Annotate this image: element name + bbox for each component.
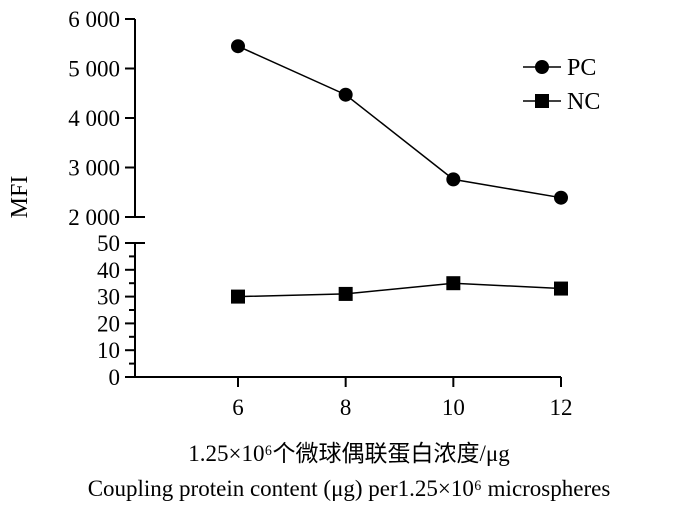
data-point-pc [231, 39, 245, 54]
data-point-pc [446, 172, 461, 187]
legend: PC NC [523, 55, 600, 115]
y-tick-label-lower: 30 [97, 285, 120, 310]
legend-marker-circle [535, 60, 549, 74]
y-tick-label-upper: 5 000 [68, 57, 120, 82]
legend-marker-square [535, 94, 549, 108]
x-tick-label: 6 [232, 395, 244, 420]
data-point-nc [338, 286, 353, 301]
legend-label: NC [567, 89, 600, 115]
y-tick-label-lower: 50 [97, 231, 120, 256]
x-tick-label: 12 [550, 395, 573, 420]
series-pc [231, 39, 568, 205]
y-tick-label-lower: 0 [109, 365, 121, 390]
y-axis-title: MFI [7, 176, 33, 219]
x-axis-title-chinese: 1.25×10⁶个微球偶联蛋白浓度/μg [188, 441, 510, 466]
data-point-nc [446, 276, 461, 291]
series-layer [231, 39, 568, 304]
data-point-nc [554, 281, 568, 296]
series-nc [231, 276, 568, 304]
y-tick-label-upper: 2 000 [68, 205, 120, 230]
x-axis-title-english: Coupling protein content (μg) per1.25×10… [88, 476, 611, 501]
y-tick-label-lower: 40 [97, 258, 120, 283]
legend-item-nc: NC [523, 89, 600, 115]
series-line-pc [237, 45, 562, 199]
data-point-nc [231, 289, 245, 304]
x-tick-label: 10 [442, 395, 465, 420]
y-tick-label-upper: 3 000 [68, 156, 120, 181]
x-tick-label: 8 [340, 395, 352, 420]
legend-label: PC [567, 55, 596, 81]
y-tick-label-upper: 4 000 [68, 106, 120, 131]
data-point-pc [554, 190, 568, 205]
series-line-nc [237, 282, 562, 298]
axes-layer [125, 19, 561, 378]
y-tick-label-lower: 10 [97, 338, 120, 363]
y-tick-label-upper: 6 000 [68, 7, 120, 32]
y-tick-label-lower: 20 [97, 311, 120, 336]
data-point-pc [338, 87, 353, 102]
legend-item-pc: PC [523, 55, 596, 81]
